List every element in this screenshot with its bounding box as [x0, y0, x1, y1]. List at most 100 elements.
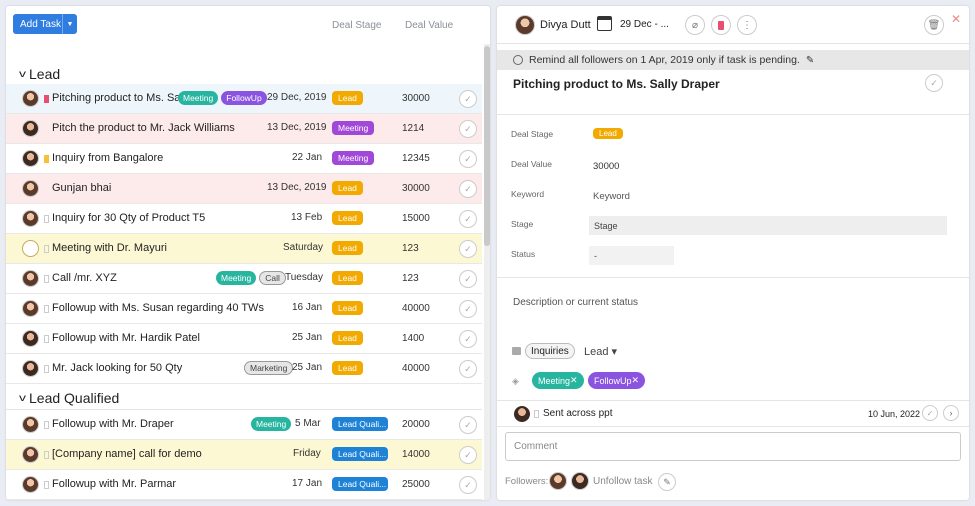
task-title[interactable]: Meeting with Dr. Mayuri [52, 242, 167, 254]
priority-flag-icon[interactable] [44, 451, 49, 459]
attachment-icon[interactable]: ⌀ [685, 15, 705, 35]
stage-badge[interactable]: Lead [332, 241, 363, 255]
due-date[interactable]: 13 Feb [291, 212, 323, 223]
list-select[interactable]: Lead ▾ [584, 346, 618, 358]
keyword-field[interactable]: Keyword [593, 191, 630, 202]
priority-flag-icon[interactable] [44, 275, 49, 283]
subtask-date[interactable]: 10 Jun, 2022 [868, 409, 921, 419]
due-date[interactable]: 5 Mar [295, 418, 321, 429]
check-icon[interactable]: ✓ [925, 74, 943, 92]
tag-badge[interactable]: FollowUp [221, 91, 267, 105]
check-icon[interactable]: ✓ [459, 90, 477, 108]
table-row[interactable]: Followup with Mr. Draper Meeting 5 Mar L… [6, 410, 482, 440]
stage-badge[interactable]: Lead [332, 211, 363, 225]
stage-badge[interactable]: Lead [332, 271, 363, 285]
due-date[interactable]: 25 Jan [292, 332, 323, 343]
table-row[interactable]: [Company name] call for demo Friday Lead… [6, 440, 482, 470]
task-title[interactable]: Pitch the product to Mr. Jack Williams [52, 122, 235, 134]
table-row[interactable]: Meeting with Dr. Mayuri Saturday Lead 12… [6, 234, 482, 264]
tag-chip[interactable]: FollowUp ✕ [588, 372, 646, 389]
task-title[interactable]: Followup with Mr. Draper [52, 418, 174, 430]
pencil-icon[interactable]: ✎ [658, 473, 676, 491]
comment-input[interactable]: Comment [505, 432, 961, 461]
due-date[interactable]: 22 Jan [292, 152, 323, 163]
check-icon[interactable]: ✓ [459, 270, 477, 288]
assignee-name[interactable]: Divya Dutt [540, 19, 591, 31]
assignee-avatar[interactable] [515, 15, 535, 35]
calendar-icon[interactable] [597, 16, 612, 31]
check-icon[interactable]: ✓ [459, 210, 477, 228]
priority-flag-icon[interactable] [534, 410, 539, 418]
chevron-right-icon[interactable]: › [943, 405, 959, 421]
due-date[interactable]: Friday [293, 448, 321, 459]
tag-badge[interactable]: Meeting [216, 271, 257, 285]
scrollbar-thumb[interactable] [484, 46, 490, 246]
table-row[interactable]: Followup with Mr. Hardik Patel 25 Jan Le… [6, 324, 482, 354]
check-icon[interactable]: ✓ [459, 476, 477, 494]
priority-flag-icon[interactable] [44, 95, 49, 103]
check-icon[interactable]: ✓ [459, 330, 477, 348]
follower-avatar[interactable] [571, 472, 589, 490]
table-row[interactable]: Gunjan bhai 13 Dec, 2019 Lead 30000 ✓ [6, 174, 482, 204]
trash-icon[interactable]: 🗑 [924, 15, 944, 35]
more-options-icon[interactable]: ⋮ [737, 15, 757, 35]
unfollow-link[interactable]: Unfollow task [593, 476, 653, 487]
task-title[interactable]: Gunjan bhai [52, 182, 112, 194]
stage-badge[interactable]: Lead [332, 181, 363, 195]
stage-badge[interactable]: Lead Quali... [332, 447, 388, 461]
table-row[interactable]: Mr. Jack looking for 50 Qty Marketing 25… [6, 354, 482, 384]
priority-flag-icon[interactable] [44, 365, 49, 373]
tag-badge[interactable]: Call [259, 271, 286, 285]
stage-select[interactable]: Stage [589, 216, 947, 235]
priority-flag-icon[interactable] [44, 155, 49, 163]
priority-flag-icon[interactable] [44, 245, 49, 253]
column-header-deal-stage[interactable]: Deal Stage [332, 20, 382, 31]
stage-badge[interactable]: Lead [332, 331, 363, 345]
priority-flag-icon[interactable] [44, 421, 49, 429]
task-title[interactable]: Inquiry from Bangalore [52, 152, 164, 164]
stage-badge[interactable]: Meeting [332, 151, 375, 165]
task-title[interactable]: Inquiry for 30 Qty of Product T5 [52, 212, 206, 224]
due-date[interactable]: 25 Jan [292, 362, 323, 373]
task-title[interactable]: Followup with Ms. Susan regarding 40 TWs [52, 302, 264, 314]
task-title[interactable]: Followup with Mr. Parmar [52, 478, 177, 490]
due-date[interactable]: 13 Dec, 2019 [267, 122, 327, 133]
check-icon[interactable]: ✓ [922, 405, 938, 421]
due-date[interactable]: Tuesday [285, 272, 323, 283]
due-date[interactable]: 29 Dec, 2019 [267, 92, 327, 103]
priority-flag-icon[interactable] [44, 335, 49, 343]
task-title[interactable]: Pitching product to Ms. Sall [52, 92, 186, 104]
close-icon[interactable]: ✕ [951, 12, 962, 26]
check-icon[interactable]: ✓ [459, 180, 477, 198]
date-range[interactable]: 29 Dec - ... [620, 19, 669, 30]
task-title[interactable]: [Company name] call for demo [52, 448, 202, 460]
table-row[interactable]: Pitching product to Ms. Sall Meeting Fol… [6, 84, 482, 114]
deal-stage-badge[interactable]: Lead [593, 128, 623, 139]
description-field[interactable]: Description or current status [513, 297, 639, 308]
table-row[interactable]: Pitch the product to Mr. Jack Williams 1… [6, 114, 482, 144]
task-title[interactable]: Mr. Jack looking for 50 Qty [52, 362, 183, 374]
priority-icon[interactable] [711, 15, 731, 35]
subtask-row[interactable]: Sent across ppt 10 Jun, 2022 ✓ › [497, 404, 969, 424]
tag-chip[interactable]: Meeting ✕ [532, 372, 584, 389]
status-select[interactable]: - [589, 246, 674, 265]
task-title[interactable]: Call /mr. XYZ [52, 272, 117, 284]
follower-avatar[interactable] [549, 472, 567, 490]
check-icon[interactable]: ✓ [459, 300, 477, 318]
deal-value-field[interactable]: 30000 [593, 161, 620, 172]
check-icon[interactable]: ✓ [459, 360, 477, 378]
stage-badge[interactable]: Lead Quali... [332, 417, 388, 431]
due-date[interactable]: 13 Dec, 2019 [267, 182, 327, 193]
tag-badge[interactable]: Meeting [251, 417, 292, 431]
table-row[interactable]: Followup with Ms. Susan regarding 40 TWs… [6, 294, 482, 324]
due-date[interactable]: Saturday [283, 242, 324, 253]
table-row[interactable]: Followup with Mr. Parmar 17 Jan Lead Qua… [6, 470, 482, 500]
stage-badge[interactable]: Lead [332, 91, 363, 105]
table-row[interactable]: Inquiry from Bangalore 22 Jan Meeting 12… [6, 144, 482, 174]
priority-flag-icon[interactable] [44, 215, 49, 223]
project-chip[interactable]: Inquiries [525, 343, 575, 359]
check-icon[interactable]: ✓ [459, 150, 477, 168]
tag-badge[interactable]: Marketing [244, 361, 294, 375]
list-scrollbar[interactable] [484, 44, 490, 500]
task-title[interactable]: Followup with Mr. Hardik Patel [52, 332, 200, 344]
